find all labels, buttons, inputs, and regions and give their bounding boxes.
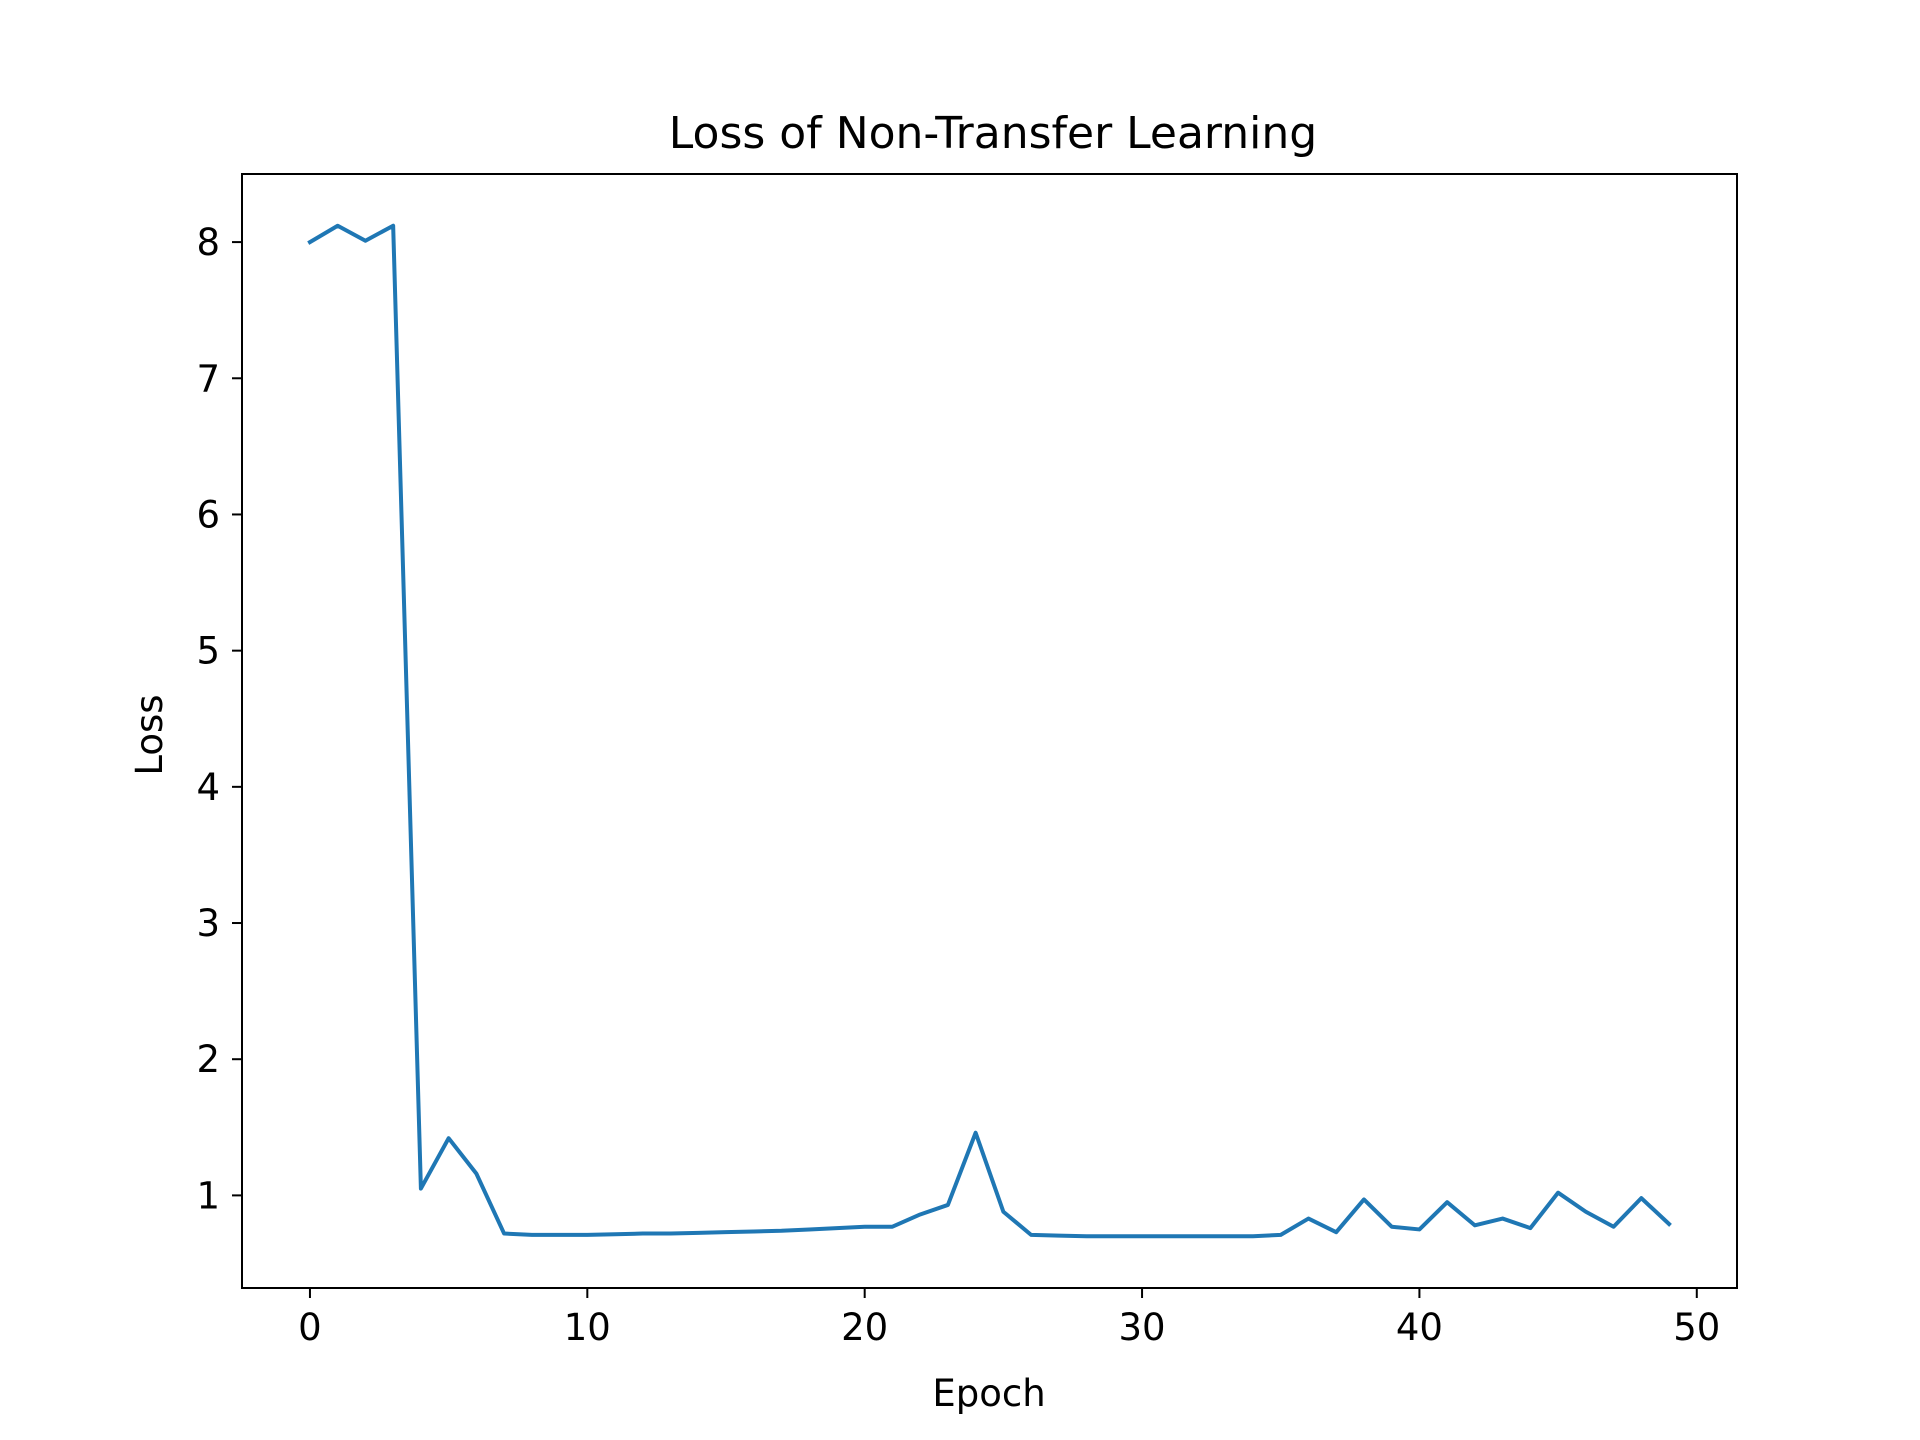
y-tick-label: 1 bbox=[196, 1174, 220, 1217]
plot-frame bbox=[241, 173, 1738, 1289]
y-tick-label: 6 bbox=[196, 493, 220, 536]
x-tick-label: 40 bbox=[1396, 1306, 1443, 1349]
y-tick-label: 7 bbox=[196, 357, 220, 400]
x-axis-ticks: 0 10 20 30 40 50 bbox=[298, 1288, 1720, 1349]
x-tick-label: 50 bbox=[1673, 1306, 1720, 1349]
x-tick-label: 10 bbox=[564, 1306, 611, 1349]
y-axis-ticks: 1 2 3 4 5 6 7 8 bbox=[196, 221, 242, 1217]
y-tick-label: 4 bbox=[196, 766, 220, 809]
y-tick-label: 2 bbox=[196, 1038, 220, 1081]
y-tick-label: 3 bbox=[196, 902, 220, 945]
x-axis-label: Epoch bbox=[932, 1372, 1045, 1415]
series-layer bbox=[307, 223, 1672, 1239]
x-tick-label: 20 bbox=[841, 1306, 888, 1349]
chart-title: Loss of Non-Transfer Learning bbox=[669, 108, 1317, 159]
x-tick-label: 0 bbox=[298, 1306, 322, 1349]
y-tick-label: 5 bbox=[196, 630, 220, 673]
y-tick-label: 8 bbox=[196, 221, 220, 264]
y-axis-label: Loss bbox=[128, 694, 171, 775]
loss-series-line bbox=[307, 223, 1672, 1239]
x-tick-label: 30 bbox=[1119, 1306, 1166, 1349]
